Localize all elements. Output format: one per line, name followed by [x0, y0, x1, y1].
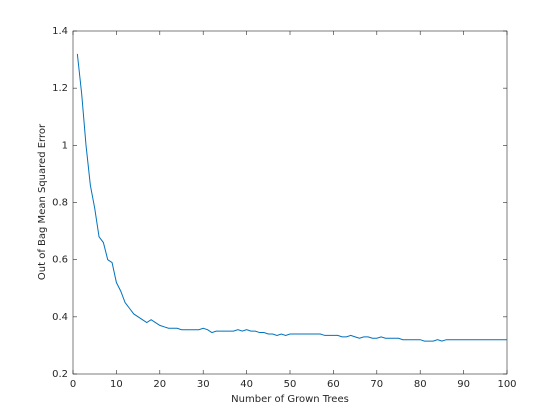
axes-box	[72, 30, 508, 375]
data-line	[76, 53, 507, 342]
x-tick-label: 100	[497, 379, 516, 390]
y-tick-label: 0.4	[52, 312, 68, 323]
y-tick-label: 0.8	[52, 198, 68, 209]
y-tick-label: 1.2	[52, 83, 68, 94]
y-axis-label: Out of Bag Mean Squared Error	[37, 123, 48, 280]
x-tick-label: 10	[110, 379, 123, 390]
y-tick-label: 0.2	[52, 369, 68, 380]
x-tick-label: 20	[153, 379, 166, 390]
x-tick-label: 40	[240, 379, 253, 390]
x-axis-label: Number of Grown Trees	[231, 394, 349, 405]
x-tick-label: 60	[327, 379, 340, 390]
x-tick-label: 30	[197, 379, 210, 390]
y-tick-label: 1	[62, 140, 68, 151]
x-tick-label: 80	[414, 379, 427, 390]
x-tick-label: 50	[284, 379, 297, 390]
y-tick-label: 0.6	[52, 255, 68, 266]
x-tick-label: 90	[457, 379, 470, 390]
x-tick-label: 0	[70, 379, 76, 390]
x-tick-label: 70	[370, 379, 383, 390]
y-tick-label: 1.4	[52, 26, 68, 37]
